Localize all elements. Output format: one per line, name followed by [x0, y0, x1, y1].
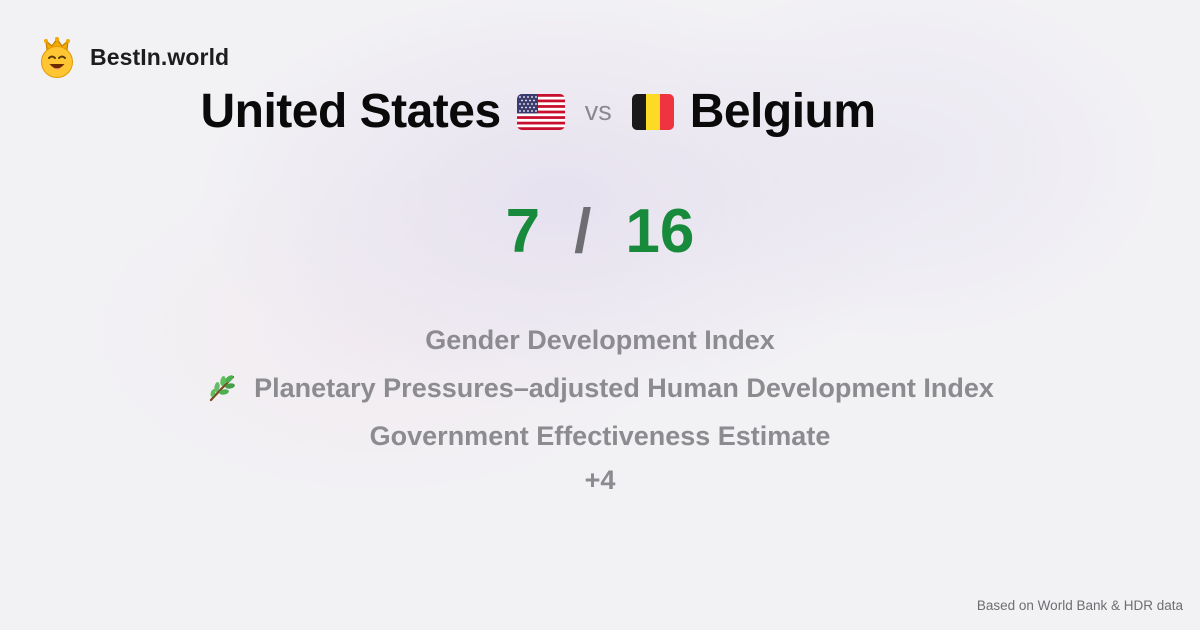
metric-label: Gender Development Index [425, 325, 775, 355]
belgium-flag-icon [631, 93, 674, 130]
us-flag-icon [516, 93, 565, 130]
more-metrics-count: +4 [584, 465, 616, 495]
metric-label: Planetary Pressures–adjusted Human Devel… [254, 373, 994, 403]
metric-label: Government Effectiveness Estimate [369, 421, 831, 451]
score-country-a: 7 [505, 197, 541, 266]
metric-item: Gender Development Index [425, 316, 775, 364]
metric-item: Government Effectiveness Estimate [370, 412, 831, 460]
country-a-name: United States [200, 85, 501, 138]
smiling-crown-face-icon [41, 37, 73, 78]
herb-sprig-icon [210, 375, 236, 402]
data-source-note: Based on World Bank & HDR data [976, 598, 1183, 613]
comparison-title: United States vs [0, 84, 1076, 139]
metrics-list: Gender Development Index Planetary Press… [0, 316, 1200, 504]
vs-label: vs [584, 96, 612, 126]
brand[interactable]: BestIn.world [38, 36, 229, 78]
score: 7 / 16 [0, 196, 1200, 267]
score-country-b: 16 [625, 197, 695, 266]
country-b-name: Belgium [689, 85, 876, 138]
brand-name: BestIn.world [90, 43, 230, 70]
score-separator: / [574, 197, 592, 266]
metric-item: Planetary Pressures–adjusted Human Devel… [206, 364, 994, 412]
